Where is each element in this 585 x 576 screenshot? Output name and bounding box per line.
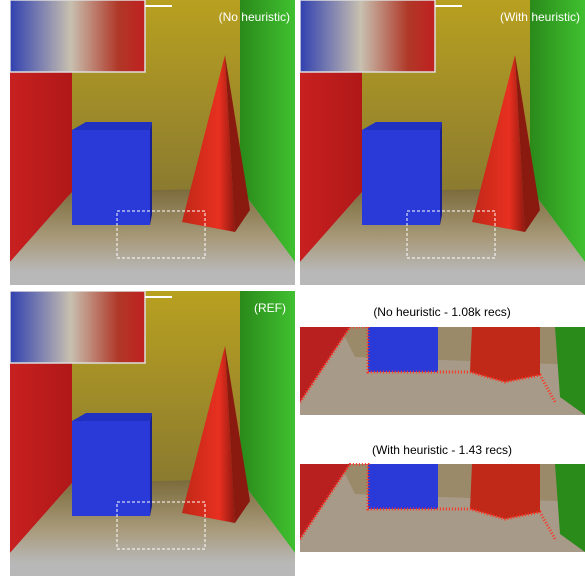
crop-image [300,464,585,552]
render-panel: (No heuristic) [10,0,295,285]
panel-label: (No heuristic) [219,10,290,24]
render-panel: (With heuristic) [300,0,585,285]
panel-label: (REF) [254,301,286,315]
panel-label: (With heuristic) [500,10,580,24]
render-image [10,291,295,576]
crop-caption: (With heuristic - 1.43 recs) [372,443,512,457]
crop-image [300,327,585,415]
render-image [10,0,295,285]
figure: (No heuristic) (With heuristic) (REF) (N… [0,0,585,576]
crop-caption: (No heuristic - 1.08k recs) [373,305,510,319]
render-panel: (REF) [10,291,295,576]
render-image [300,0,585,285]
